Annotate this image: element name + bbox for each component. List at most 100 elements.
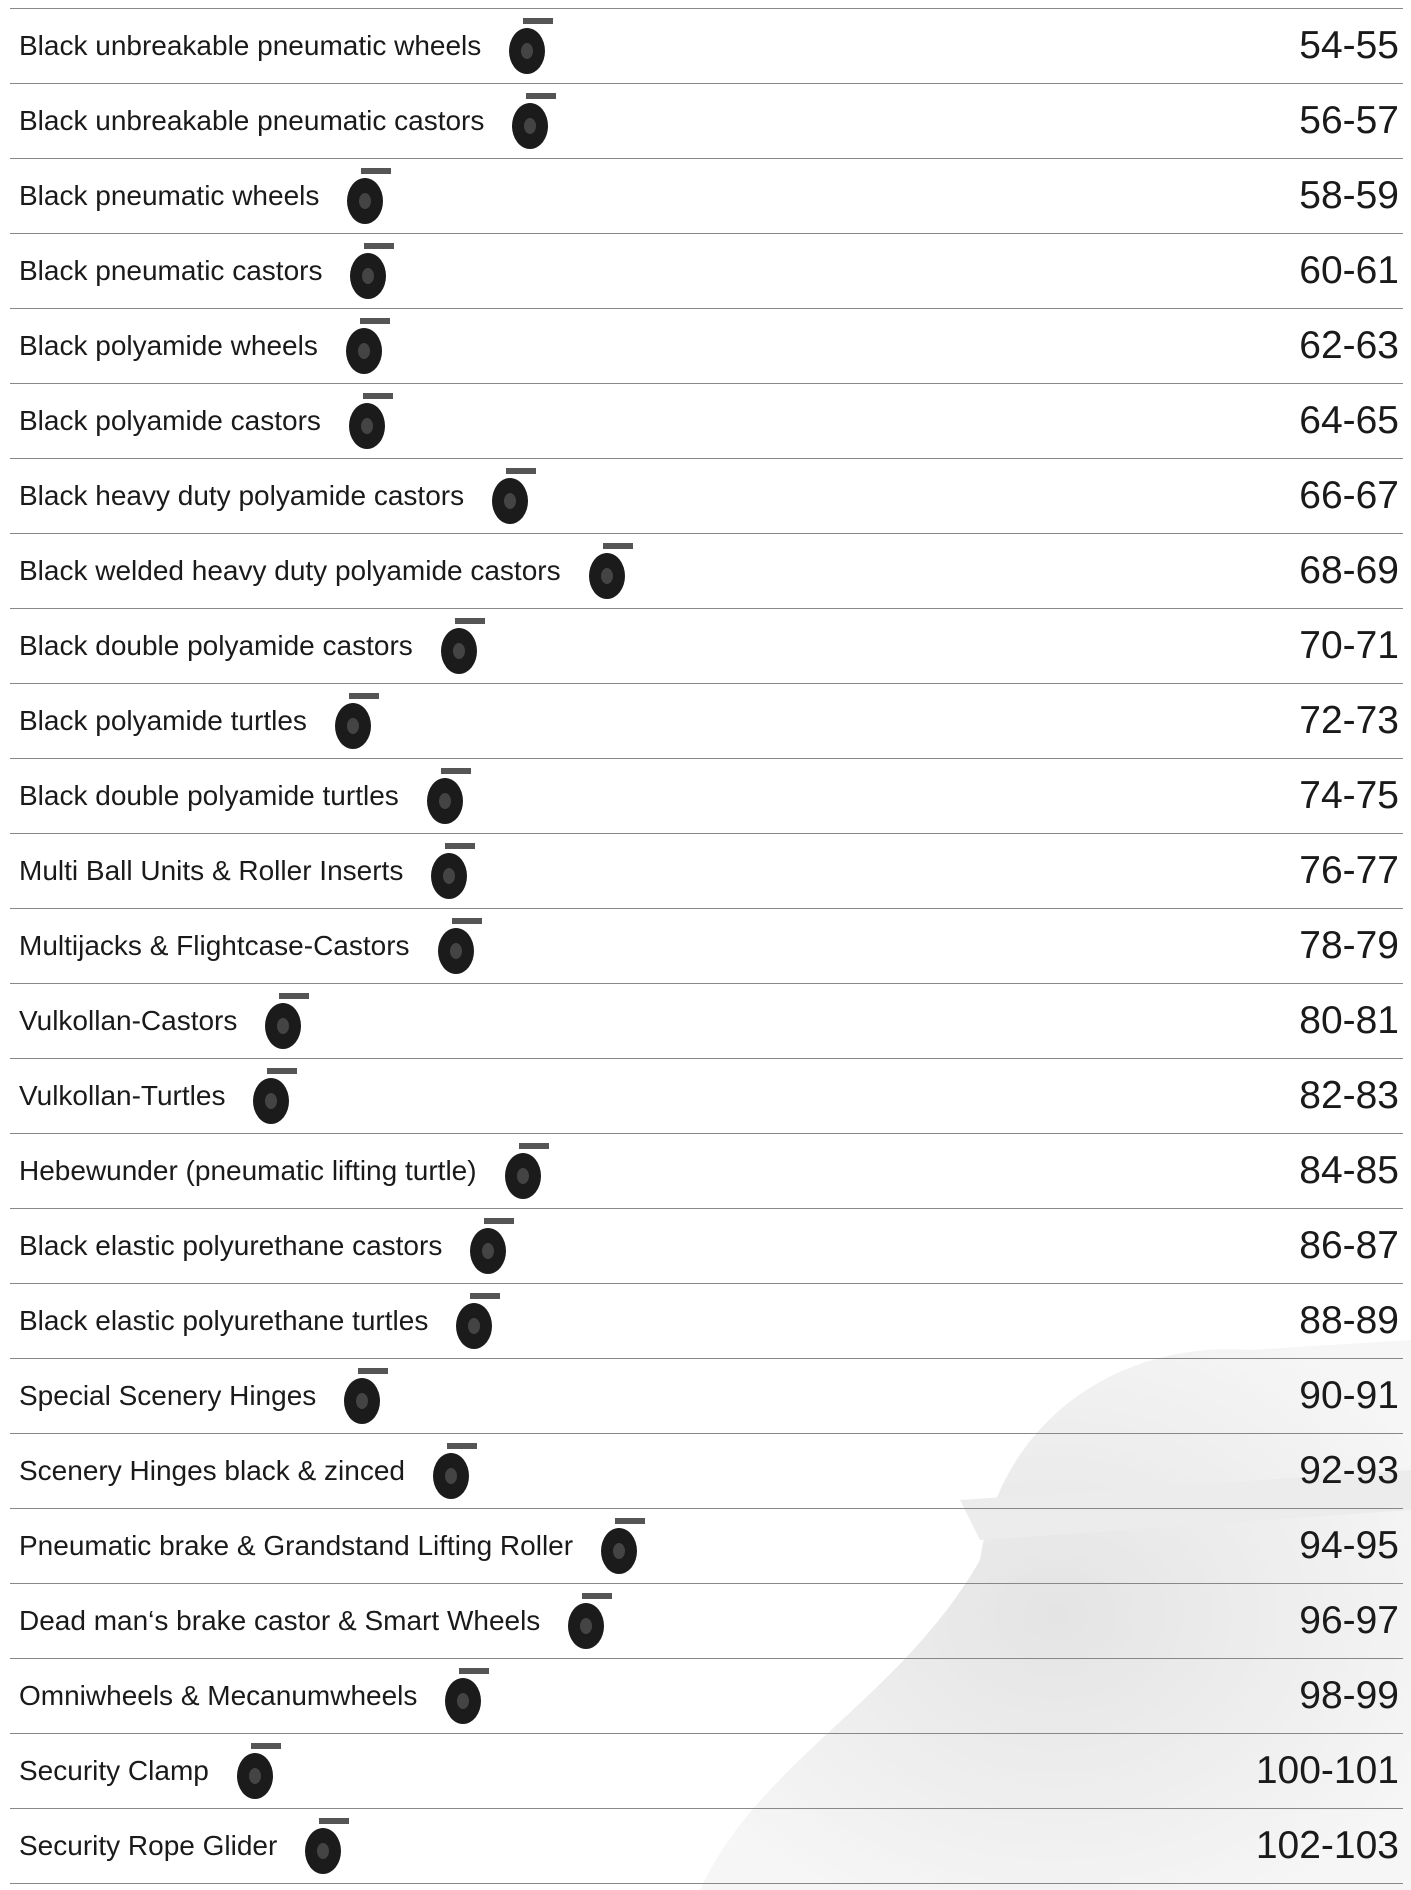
entry-label: Black pneumatic castors: [19, 255, 323, 286]
page-range: 76-77: [1299, 849, 1399, 892]
product-icon: [347, 168, 392, 224]
entry-label: Black double polyamide turtles: [19, 780, 399, 811]
product-icon: [504, 1143, 549, 1199]
product-icon: [350, 243, 395, 299]
page-range: 72-73: [1299, 699, 1399, 742]
entry-label: Omniwheels & Mecanumwheels: [19, 1680, 418, 1711]
entry-label: Black unbreakable pneumatic wheels: [19, 30, 482, 61]
product-icon: [344, 1368, 389, 1424]
table-of-contents: Black unbreakable pneumatic wheels 54-55 B…: [10, 8, 1403, 1884]
page-range: 62-63: [1299, 324, 1399, 367]
product-icon: [426, 768, 471, 824]
entry-label: Black polyamide castors: [19, 405, 321, 436]
product-icon: [265, 993, 310, 1049]
entry-label: Security Clamp: [19, 1755, 209, 1786]
entry-label: Special Scenery Hinges: [19, 1380, 317, 1411]
page-range: 94-95: [1299, 1524, 1399, 1567]
entry-label: Black elastic polyurethane turtles: [19, 1305, 429, 1336]
toc-row: Scenery Hinges black & zinced 92-93: [10, 1434, 1403, 1509]
entry-label: Multi Ball Units & Roller Inserts: [19, 855, 404, 886]
entry-label: Black pneumatic wheels: [19, 180, 320, 211]
entry-label: Pneumatic brake & Grandstand Lifting Rol…: [19, 1530, 574, 1561]
entry-label: Vulkollan-Castors: [19, 1005, 238, 1036]
page-range: 66-67: [1299, 474, 1399, 517]
product-icon: [492, 468, 537, 524]
page-range: 68-69: [1299, 549, 1399, 592]
product-icon: [456, 1293, 501, 1349]
entry-label: Vulkollan-Turtles: [19, 1080, 226, 1111]
toc-row: Black polyamide castors 64-65: [10, 384, 1403, 459]
toc-row: Black heavy duty polyamide castors 66-67: [10, 459, 1403, 534]
product-icon: [431, 843, 476, 899]
toc-row: Multijacks & Flightcase-Castors 78-79: [10, 909, 1403, 984]
entry-label: Black welded heavy duty polyamide castor…: [19, 555, 561, 586]
toc-row: Black polyamide turtles 72-73: [10, 684, 1403, 759]
page-range: 90-91: [1299, 1374, 1399, 1417]
entry-label: Multijacks & Flightcase-Castors: [19, 930, 410, 961]
toc-row: Pneumatic brake & Grandstand Lifting Rol…: [10, 1509, 1403, 1584]
product-icon: [470, 1218, 515, 1274]
toc-row: Vulkollan-Turtles 82-83: [10, 1059, 1403, 1134]
toc-row: Black unbreakable pneumatic castors 56-57: [10, 84, 1403, 159]
toc-row: Black welded heavy duty polyamide castor…: [10, 534, 1403, 609]
page-range: 84-85: [1299, 1149, 1399, 1192]
page-range: 86-87: [1299, 1224, 1399, 1267]
page-range: 82-83: [1299, 1074, 1399, 1117]
page-range: 70-71: [1299, 624, 1399, 667]
castor-plate: [960, 1470, 1411, 1540]
page-range: 74-75: [1299, 774, 1399, 817]
page-range: 58-59: [1299, 174, 1399, 217]
page-range: 56-57: [1299, 99, 1399, 142]
page-range: 54-55: [1299, 24, 1399, 67]
product-icon: [432, 1443, 477, 1499]
toc-row: Vulkollan-Castors 80-81: [10, 984, 1403, 1059]
product-icon: [437, 918, 482, 974]
toc-row: Black unbreakable pneumatic wheels 54-55: [10, 9, 1403, 84]
page-range: 96-97: [1299, 1599, 1399, 1642]
toc-row: Black double polyamide turtles 74-75: [10, 759, 1403, 834]
page-range: 80-81: [1299, 999, 1399, 1042]
toc-row: Black polyamide wheels 62-63: [10, 309, 1403, 384]
toc-row: Black pneumatic castors 60-61: [10, 234, 1403, 309]
page-range: 98-99: [1299, 1674, 1399, 1717]
page-range: 64-65: [1299, 399, 1399, 442]
toc-row: Black pneumatic wheels 58-59: [10, 159, 1403, 234]
product-icon: [512, 93, 557, 149]
toc-row: Hebewunder (pneumatic lifting turtle) 84-…: [10, 1134, 1403, 1209]
entry-label: Black double polyamide castors: [19, 630, 413, 661]
entry-label: Scenery Hinges black & zinced: [19, 1455, 405, 1486]
product-icon: [509, 18, 554, 74]
product-icon: [588, 543, 633, 599]
page-range: 78-79: [1299, 924, 1399, 967]
page-range: 102-103: [1255, 1824, 1399, 1867]
entry-label: Hebewunder (pneumatic lifting turtle): [19, 1155, 477, 1186]
product-icon: [601, 1518, 646, 1574]
product-icon: [305, 1818, 350, 1874]
entry-label: Black elastic polyurethane castors: [19, 1230, 443, 1261]
toc-row: Omniwheels & Mecanumwheels 98-99: [10, 1659, 1403, 1734]
toc-row: Black elastic polyurethane castors 86-87: [10, 1209, 1403, 1284]
product-icon: [568, 1593, 613, 1649]
toc-row: Dead man‘s brake castor & Smart Wheels 96…: [10, 1584, 1403, 1659]
castor-silhouette: [700, 1340, 1411, 1890]
entry-label: Black polyamide turtles: [19, 705, 307, 736]
toc-row: Black elastic polyurethane turtles 88-89: [10, 1284, 1403, 1359]
toc-row: Black double polyamide castors 70-71: [10, 609, 1403, 684]
toc-row: Security Rope Glider 102-103: [10, 1809, 1403, 1884]
entry-label: Black heavy duty polyamide castors: [19, 480, 465, 511]
entry-label: Black polyamide wheels: [19, 330, 318, 361]
entry-label: Security Rope Glider: [19, 1830, 278, 1861]
product-icon: [345, 318, 390, 374]
entry-label: Black unbreakable pneumatic castors: [19, 105, 485, 136]
product-icon: [253, 1068, 298, 1124]
product-icon: [440, 618, 485, 674]
toc-row: Multi Ball Units & Roller Inserts 76-77: [10, 834, 1403, 909]
page-range: 88-89: [1299, 1299, 1399, 1342]
product-icon: [236, 1743, 281, 1799]
page-range: 60-61: [1299, 249, 1399, 292]
toc-row: Special Scenery Hinges 90-91: [10, 1359, 1403, 1434]
entry-label: Dead man‘s brake castor & Smart Wheels: [19, 1605, 541, 1636]
product-icon: [348, 393, 393, 449]
